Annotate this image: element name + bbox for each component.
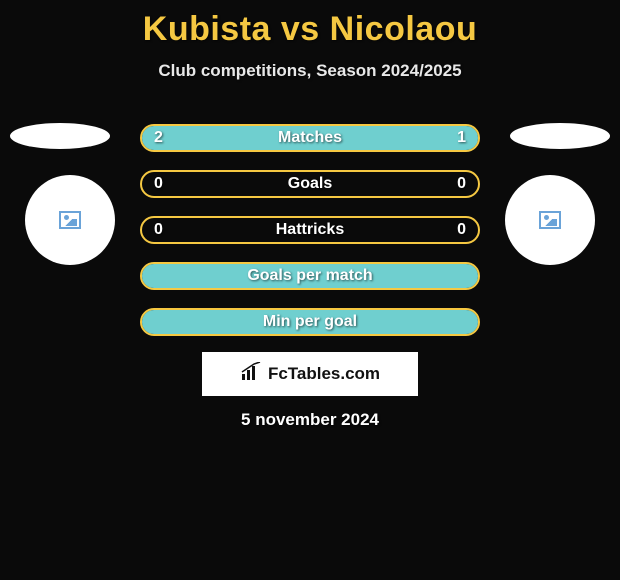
image-placeholder-icon — [59, 211, 81, 229]
page-title: Kubista vs Nicolaou — [0, 0, 620, 49]
stats-panel: 2 1 Matches 0 0 Goals 0 0 Hattricks Goals per mat… — [140, 124, 480, 354]
stat-value-right: 1 — [457, 129, 466, 147]
chart-icon — [240, 362, 262, 387]
decorative-disc-right — [510, 123, 610, 149]
player-avatar-left — [25, 175, 115, 265]
stat-label: Goals — [288, 175, 332, 193]
stat-label: Hattricks — [276, 221, 344, 239]
image-placeholder-icon — [539, 211, 561, 229]
stat-row: Goals per match — [140, 262, 480, 290]
date-label: 5 november 2024 — [0, 410, 620, 430]
stat-row: Min per goal — [140, 308, 480, 336]
stat-label: Goals per match — [247, 267, 372, 285]
stat-value-left: 2 — [154, 129, 163, 147]
decorative-disc-left — [10, 123, 110, 149]
logo-text: FcTables.com — [268, 364, 380, 384]
stat-value-right: 0 — [457, 221, 466, 239]
stat-value-left: 0 — [154, 175, 163, 193]
stat-row: 0 0 Goals — [140, 170, 480, 198]
comparison-card: Kubista vs Nicolaou Club competitions, S… — [0, 0, 620, 580]
stat-row: 0 0 Hattricks — [140, 216, 480, 244]
stat-value-left: 0 — [154, 221, 163, 239]
stat-label: Min per goal — [263, 313, 357, 331]
source-logo: FcTables.com — [202, 352, 418, 396]
stat-row: 2 1 Matches — [140, 124, 480, 152]
subtitle: Club competitions, Season 2024/2025 — [0, 61, 620, 81]
stat-value-right: 0 — [457, 175, 466, 193]
stat-label: Matches — [278, 129, 342, 147]
player-avatar-right — [505, 175, 595, 265]
